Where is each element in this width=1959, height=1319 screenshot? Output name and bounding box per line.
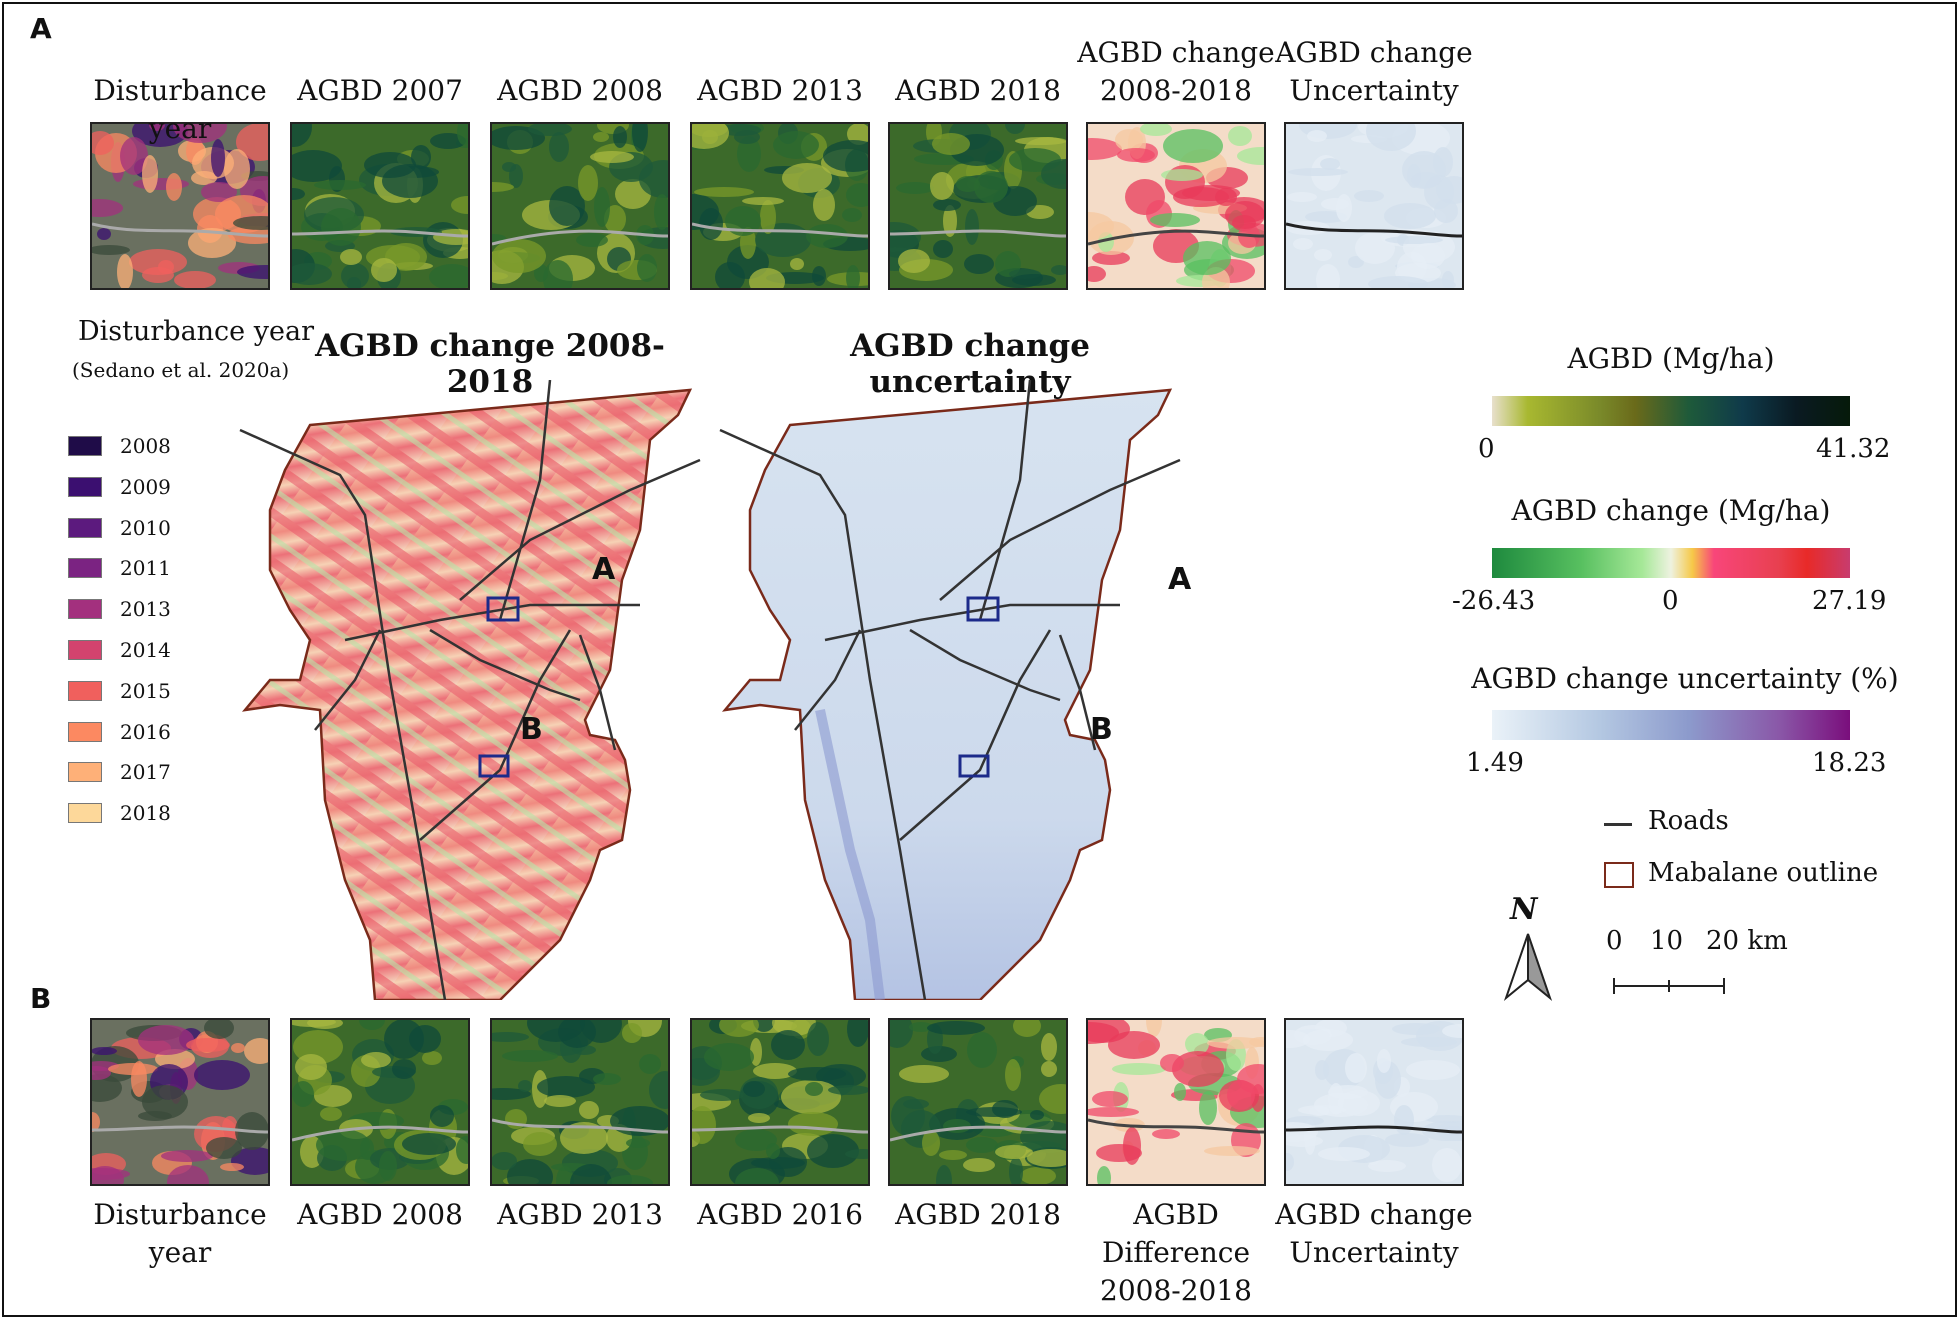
- change-colorbar-mid: 0: [1662, 586, 1679, 616]
- panel_a-thumbnail-agbd: [888, 122, 1068, 290]
- disturbance-legend-item: 2016: [68, 720, 171, 744]
- legend-swatch: [68, 517, 102, 538]
- change-colorbar-min: -26.43: [1452, 586, 1536, 616]
- scale-tick-10: 10: [1650, 926, 1684, 956]
- panel_a-thumbnail-agbd: [490, 122, 670, 290]
- uncertainty-colorbar-max: 18.23: [1812, 748, 1887, 778]
- panel_a-thumbnail-agbd: [690, 122, 870, 290]
- legend-swatch: [68, 558, 102, 579]
- legend-year-label: 2013: [120, 597, 171, 622]
- scale-tick-20: 20 km: [1706, 926, 1788, 956]
- panel_a-thumbnail-title: AGBD 2013: [697, 74, 863, 107]
- legend-year-label: 2009: [120, 474, 171, 499]
- panel_b-thumbnail-title: AGBD 2018: [895, 1198, 1061, 1231]
- disturbance-legend-source: (Sedano et al. 2020a): [72, 358, 290, 382]
- legend-swatch: [68, 803, 102, 824]
- change-colorbar: [1492, 548, 1850, 578]
- change-map: [239, 380, 701, 1000]
- roads-change: [239, 380, 701, 1000]
- legend-year-label: 2010: [120, 515, 171, 540]
- site-a-box: [486, 596, 520, 622]
- panel_a-thumbnail-change: [1086, 122, 1266, 290]
- agbd-colorbar-min: 0: [1478, 434, 1495, 464]
- disturbance-legend-item: 2008: [68, 434, 171, 458]
- panel_b-thumbnail-title: Disturbance year: [93, 1198, 267, 1269]
- disturbance-legend-item: 2014: [68, 638, 171, 662]
- panel_b-thumbnail-agbd: [888, 1018, 1068, 1186]
- change-map-site-b-label: B: [520, 712, 543, 747]
- north-label: N: [1510, 892, 1538, 927]
- uncertainty-map: [719, 380, 1181, 1000]
- disturbance-legend-item: 2010: [68, 516, 171, 540]
- legend-year-label: 2016: [120, 719, 171, 744]
- agbd-colorbar-max: 41.32: [1816, 434, 1891, 464]
- disturbance-legend-item: 2009: [68, 475, 171, 499]
- legend-swatch: [68, 476, 102, 497]
- panel-a-letter: A: [30, 12, 52, 45]
- agbd-colorbar: [1492, 396, 1850, 426]
- panel_a-thumbnail-title: AGBD change 2008-2018: [1077, 36, 1275, 107]
- change-colorbar-title: AGBD change (Mg/ha): [1511, 494, 1831, 527]
- scale-tick-0: 0: [1606, 926, 1623, 956]
- panel_b-thumbnail-uncertainty: [1284, 1018, 1464, 1186]
- panel_b-thumbnail-title: AGBD 2008: [297, 1198, 463, 1231]
- panel_a-thumbnail-title: AGBD change Uncertainty: [1275, 36, 1473, 107]
- panel_b-thumbnail-agbd: [490, 1018, 670, 1186]
- legend-swatch: [68, 640, 102, 660]
- change-map-title: AGBD change 2008-2018: [315, 328, 665, 400]
- panel_a-thumbnail-disturbance: [90, 122, 270, 290]
- panel_a-thumbnail-title: AGBD 2018: [895, 74, 1061, 107]
- site-b-box: [478, 754, 510, 778]
- scale-bar: [1613, 978, 1725, 994]
- panel_a-thumbnail-title: Disturbance year: [93, 74, 267, 145]
- outline-legend-label: Mabalane outline: [1648, 858, 1879, 888]
- uncertainty-map-site-a-label: A: [1168, 562, 1192, 597]
- north-arrow-icon: [1503, 933, 1553, 1002]
- legend-year-label: 2011: [120, 556, 171, 581]
- panel_a-thumbnail-agbd: [290, 122, 470, 290]
- legend-year-label: 2014: [120, 638, 171, 662]
- disturbance-legend-item: 2011: [68, 556, 171, 580]
- disturbance-legend-title: Disturbance year: [78, 316, 314, 347]
- maps-svg: [239, 380, 1181, 1000]
- agbd-colorbar-title: AGBD (Mg/ha): [1567, 342, 1775, 375]
- legend-year-label: 2015: [120, 678, 171, 703]
- panel_b-thumbnail-title: AGBD Difference 2008-2018: [1100, 1198, 1252, 1307]
- disturbance-legend-item: 2013: [68, 597, 171, 621]
- legend-year-label: 2008: [120, 434, 171, 458]
- panel_b-thumbnail-title: AGBD 2016: [697, 1198, 863, 1231]
- uncertainty-map-title: AGBD change uncertainty: [850, 328, 1090, 400]
- legend-year-label: 2018: [120, 801, 171, 826]
- uncertainty-colorbar: [1492, 710, 1850, 740]
- panel_a-thumbnail-title: AGBD 2008: [497, 74, 663, 107]
- panel_b-thumbnail-change: [1086, 1018, 1266, 1186]
- panel_a-thumbnail-title: AGBD 2007: [297, 74, 463, 107]
- panel_b-thumbnail-disturbance: [90, 1018, 270, 1186]
- roads-legend-line: [1604, 823, 1632, 826]
- change-colorbar-max: 27.19: [1812, 586, 1887, 616]
- panel-b-letter: B: [30, 982, 52, 1015]
- legend-swatch: [68, 762, 102, 783]
- roads-legend-label: Roads: [1648, 806, 1729, 836]
- panel_b-thumbnail-title: AGBD change Uncertainty: [1275, 1198, 1473, 1269]
- panel_a-thumbnail-uncertainty: [1284, 122, 1464, 290]
- panel_b-thumbnail-agbd: [690, 1018, 870, 1186]
- uncertainty-colorbar-min: 1.49: [1466, 748, 1524, 778]
- legend-swatch: [68, 599, 102, 620]
- outline-legend-swatch: [1604, 862, 1634, 888]
- legend-year-label: 2017: [120, 760, 171, 785]
- uncertainty-colorbar-title: AGBD change uncertainty (%): [1471, 662, 1899, 695]
- disturbance-legend-item: 2018: [68, 801, 171, 825]
- legend-swatch: [68, 721, 102, 742]
- uncertainty-map-site-b-label: B: [1090, 712, 1113, 747]
- disturbance-legend-item: 2015: [68, 679, 171, 703]
- legend-swatch: [68, 436, 102, 456]
- change-map-site-a-label: A: [592, 552, 616, 587]
- panel_b-thumbnail-title: AGBD 2013: [497, 1198, 663, 1231]
- legend-swatch: [68, 680, 102, 701]
- disturbance-legend-item: 2017: [68, 760, 171, 784]
- panel_b-thumbnail-agbd: [290, 1018, 470, 1186]
